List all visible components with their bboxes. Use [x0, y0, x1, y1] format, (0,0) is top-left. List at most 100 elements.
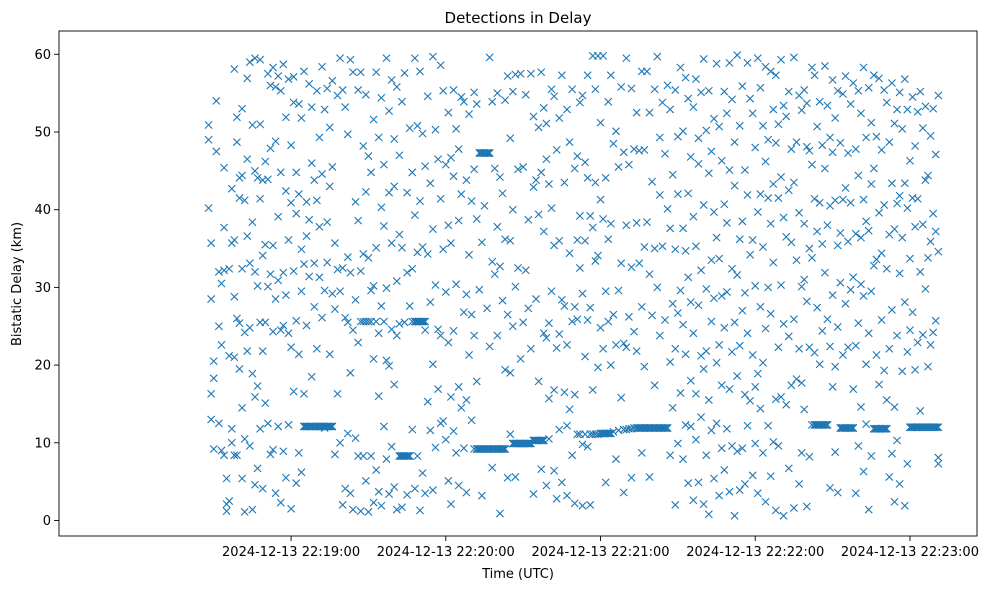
data-point	[302, 197, 311, 206]
data-point	[885, 138, 894, 147]
data-point	[599, 51, 608, 60]
data-point	[240, 434, 249, 443]
data-point	[645, 270, 654, 279]
data-point	[287, 504, 296, 513]
data-point	[784, 186, 793, 195]
data-point	[245, 259, 254, 268]
data-point	[854, 86, 863, 95]
data-point	[243, 155, 252, 164]
data-point	[758, 121, 767, 130]
data-point	[612, 127, 620, 136]
data-point	[632, 218, 641, 227]
data-point	[454, 145, 463, 154]
data-point	[622, 221, 631, 230]
data-point	[542, 119, 551, 128]
data-point	[606, 429, 615, 438]
y-tick-label: 40	[34, 203, 51, 218]
data-point	[573, 315, 582, 324]
data-point	[256, 194, 265, 203]
data-point	[557, 295, 566, 304]
data-point	[238, 104, 247, 113]
data-point	[905, 254, 914, 263]
data-point	[266, 270, 275, 279]
data-point	[294, 448, 303, 457]
data-point	[323, 84, 332, 93]
data-point	[547, 287, 556, 296]
data-point	[792, 375, 801, 384]
data-point	[766, 309, 775, 318]
data-point	[877, 145, 886, 154]
data-point	[599, 215, 608, 224]
data-point	[753, 54, 762, 63]
data-point	[777, 55, 786, 64]
data-point	[934, 247, 943, 256]
data-point	[501, 96, 510, 105]
data-point	[818, 239, 827, 248]
y-tick-label: 30	[34, 281, 51, 296]
plot-frame	[58, 30, 978, 537]
data-point	[217, 340, 226, 349]
data-point	[671, 245, 680, 254]
data-point	[266, 144, 275, 153]
data-point	[875, 380, 883, 389]
data-point	[560, 388, 569, 397]
data-point	[568, 451, 577, 460]
data-point	[379, 222, 388, 230]
data-point	[774, 343, 783, 352]
data-point	[918, 220, 927, 229]
data-point	[364, 152, 373, 161]
data-point	[495, 262, 504, 271]
data-point	[258, 484, 267, 493]
data-point	[658, 98, 667, 107]
data-point	[516, 354, 525, 363]
data-point	[784, 87, 793, 96]
data-point	[276, 168, 285, 177]
data-point	[498, 444, 507, 453]
data-point	[333, 389, 342, 398]
data-point	[709, 294, 718, 303]
data-point	[225, 497, 234, 506]
data-point	[591, 178, 600, 187]
data-point	[557, 478, 566, 487]
data-point	[838, 350, 847, 359]
data-point	[605, 429, 614, 438]
data-point	[364, 253, 373, 262]
data-point	[385, 361, 394, 370]
data-point	[230, 451, 239, 460]
data-point	[382, 455, 391, 464]
data-point	[668, 299, 677, 308]
data-point	[341, 103, 350, 112]
data-point	[810, 348, 819, 357]
data-point	[354, 216, 363, 225]
data-point	[929, 104, 938, 113]
data-point	[689, 212, 698, 221]
data-point	[810, 194, 819, 203]
data-point	[379, 160, 388, 169]
data-point	[459, 444, 468, 453]
data-point	[238, 474, 247, 483]
data-point	[681, 73, 690, 82]
data-point	[563, 421, 571, 430]
data-point	[758, 448, 767, 457]
data-point	[240, 196, 249, 205]
data-point	[673, 309, 682, 318]
data-point	[227, 184, 236, 193]
data-point	[660, 316, 669, 325]
data-point	[751, 281, 760, 290]
data-point	[276, 86, 285, 95]
data-point	[256, 424, 265, 433]
data-point	[831, 114, 840, 123]
data-point	[578, 501, 587, 510]
data-point	[640, 362, 649, 371]
data-point	[900, 501, 909, 510]
data-point	[924, 253, 932, 262]
data-point	[227, 424, 236, 433]
data-point	[307, 159, 316, 168]
data-point	[457, 190, 466, 199]
data-point	[529, 183, 538, 192]
data-point	[454, 216, 463, 225]
data-point	[449, 86, 458, 95]
data-point	[573, 236, 582, 244]
data-point	[604, 97, 613, 106]
data-point	[514, 263, 522, 272]
